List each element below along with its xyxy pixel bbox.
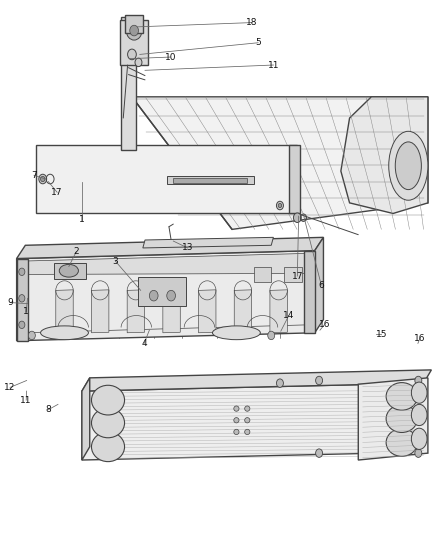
Polygon shape xyxy=(92,290,109,333)
Ellipse shape xyxy=(19,295,25,302)
Polygon shape xyxy=(289,144,300,214)
Ellipse shape xyxy=(167,290,176,301)
Ellipse shape xyxy=(386,383,417,410)
Bar xyxy=(17,259,28,341)
Ellipse shape xyxy=(245,406,250,411)
Text: 16: 16 xyxy=(414,334,426,343)
Ellipse shape xyxy=(386,405,417,432)
Ellipse shape xyxy=(59,264,78,277)
Ellipse shape xyxy=(411,428,427,449)
Ellipse shape xyxy=(234,429,239,434)
Bar xyxy=(254,266,271,282)
Text: 17: 17 xyxy=(292,271,303,280)
Text: 12: 12 xyxy=(4,383,16,392)
Ellipse shape xyxy=(212,326,260,340)
Ellipse shape xyxy=(316,376,322,385)
Ellipse shape xyxy=(39,174,47,184)
Polygon shape xyxy=(127,290,145,333)
Polygon shape xyxy=(358,378,428,460)
Ellipse shape xyxy=(130,25,138,36)
Ellipse shape xyxy=(92,408,124,438)
Ellipse shape xyxy=(411,382,427,403)
Text: 1: 1 xyxy=(79,215,85,224)
Bar xyxy=(138,277,186,306)
Text: 16: 16 xyxy=(318,320,330,329)
Polygon shape xyxy=(270,290,287,333)
Ellipse shape xyxy=(415,376,422,385)
Text: 8: 8 xyxy=(46,405,51,414)
Text: 4: 4 xyxy=(141,339,147,348)
Bar xyxy=(53,263,86,279)
Ellipse shape xyxy=(19,268,25,276)
Text: 3: 3 xyxy=(113,257,118,265)
Ellipse shape xyxy=(278,204,282,208)
Polygon shape xyxy=(234,290,252,333)
Text: 5: 5 xyxy=(255,38,261,47)
Ellipse shape xyxy=(92,385,124,415)
Polygon shape xyxy=(167,176,254,184)
Ellipse shape xyxy=(245,418,250,423)
Ellipse shape xyxy=(276,379,283,387)
Text: 2: 2 xyxy=(74,247,79,256)
Ellipse shape xyxy=(395,142,421,190)
Ellipse shape xyxy=(19,321,25,328)
Ellipse shape xyxy=(386,429,417,456)
Ellipse shape xyxy=(293,213,301,222)
Ellipse shape xyxy=(28,331,35,340)
Polygon shape xyxy=(82,378,90,460)
Polygon shape xyxy=(341,97,428,214)
Text: 11: 11 xyxy=(268,61,279,69)
Ellipse shape xyxy=(127,49,136,60)
Ellipse shape xyxy=(149,290,158,301)
Polygon shape xyxy=(121,17,136,150)
Ellipse shape xyxy=(316,449,322,457)
Ellipse shape xyxy=(135,58,142,67)
Ellipse shape xyxy=(234,418,239,423)
Ellipse shape xyxy=(92,432,124,462)
Polygon shape xyxy=(143,237,273,248)
Polygon shape xyxy=(19,253,313,274)
Text: 6: 6 xyxy=(318,280,324,289)
Ellipse shape xyxy=(234,406,239,411)
Ellipse shape xyxy=(415,449,422,457)
Polygon shape xyxy=(17,251,315,341)
Bar xyxy=(173,178,247,183)
Polygon shape xyxy=(198,290,216,333)
Ellipse shape xyxy=(389,131,428,200)
Ellipse shape xyxy=(126,21,142,40)
Text: 10: 10 xyxy=(165,53,176,62)
Polygon shape xyxy=(82,370,431,391)
Bar xyxy=(125,14,143,33)
Text: 1: 1 xyxy=(23,307,29,316)
Bar xyxy=(120,20,148,65)
Text: 7: 7 xyxy=(31,171,37,180)
Polygon shape xyxy=(163,290,180,333)
Polygon shape xyxy=(132,97,428,229)
Ellipse shape xyxy=(276,201,283,210)
Bar xyxy=(284,266,302,282)
Polygon shape xyxy=(315,237,323,333)
Text: 11: 11 xyxy=(21,395,32,405)
Text: 9: 9 xyxy=(7,298,13,307)
Text: 17: 17 xyxy=(51,188,63,197)
Text: 15: 15 xyxy=(376,330,387,339)
Polygon shape xyxy=(56,290,73,333)
Ellipse shape xyxy=(41,326,88,340)
Polygon shape xyxy=(17,237,323,259)
Text: 18: 18 xyxy=(246,18,258,27)
Text: 14: 14 xyxy=(283,311,294,320)
Polygon shape xyxy=(36,144,297,214)
Polygon shape xyxy=(82,383,424,460)
Ellipse shape xyxy=(41,176,45,182)
Bar xyxy=(304,251,315,333)
Text: 13: 13 xyxy=(182,244,194,253)
Ellipse shape xyxy=(245,429,250,434)
Ellipse shape xyxy=(411,405,427,425)
Ellipse shape xyxy=(268,331,275,340)
